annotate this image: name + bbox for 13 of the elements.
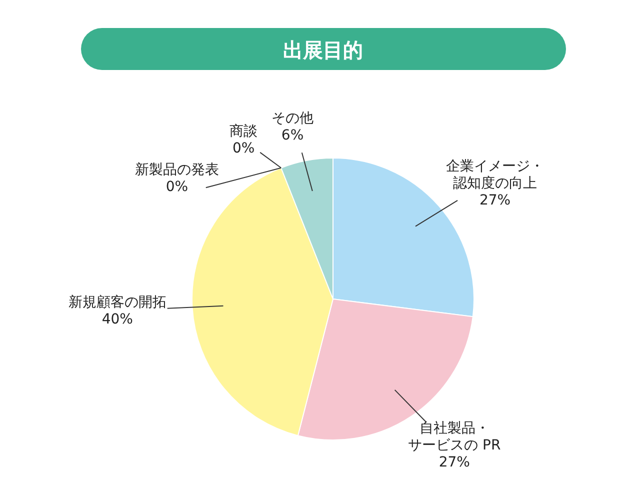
data-label: 6% [281,128,304,144]
category-label: 商談 [230,123,258,140]
data-label: 40% [102,312,133,328]
slice-label: その他 [272,110,314,127]
text: 0% [232,140,255,156]
category-label: 新製品の発表 [135,162,220,178]
data-label: 27% [438,454,470,471]
text: 0% [166,178,188,195]
slice-label: 企業イメージ・認知度の向上 [446,158,544,192]
chart-title: 出展目的 [283,38,363,62]
data-label: 27% [479,192,511,209]
slice-label: 自社製品・サービスの PR [408,420,501,454]
slice-label: 新規顧客の開拓 [68,294,166,311]
